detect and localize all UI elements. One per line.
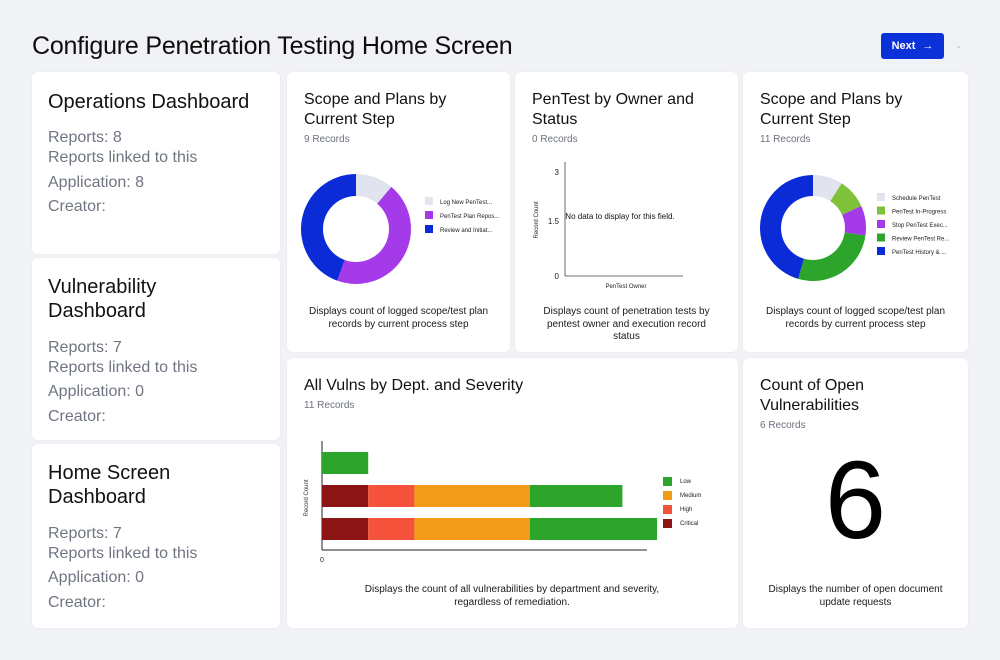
dashboard-linked: Reports linked to this (48, 545, 198, 562)
legend-label: Log New PenTest... (440, 200, 492, 206)
legend-swatch (877, 220, 885, 228)
next-button-label: Next (891, 40, 916, 52)
dashboard-creator: Creator: (48, 198, 106, 215)
dashboard-application: Application: 0 (48, 383, 145, 400)
dashboard-card-home-screen[interactable]: Home Screen Dashboard Reports: 7 Reports… (32, 444, 280, 628)
bar-segment-low[interactable] (529, 518, 658, 540)
legend-swatch (663, 519, 672, 528)
dashboard-card-vulnerability[interactable]: Vulnerability Dashboard Reports: 7 Repor… (32, 258, 280, 440)
dashboard-title: Operations Dashboard (48, 91, 250, 113)
y-axis-label: Record Count (534, 201, 540, 238)
legend-swatch (663, 505, 672, 514)
donut-slice[interactable] (798, 232, 866, 281)
legend-swatch (877, 206, 885, 215)
dashboard-reports: Reports: 7 (48, 525, 122, 542)
legend-label: Review and Initiat... (440, 228, 493, 234)
empty-bar-chart: 3 1.5 0 Record Count PenTest Owner No da… (534, 162, 683, 290)
legend-label: PenTest History & ... (892, 250, 947, 256)
bar-segment-medium[interactable] (414, 485, 530, 507)
chevron-down-icon[interactable]: ⌄ (955, 40, 963, 50)
widget-scope-plans[interactable]: Scope and Plans by Current Step 9 Record… (287, 72, 510, 352)
legend-label: Review PenTest Re... (892, 237, 950, 243)
stacked-bar-chart: 0 Record Count Low Medium High Critical (304, 441, 701, 564)
legend-label: PenTest In-Progress (892, 210, 946, 216)
y-tick-label: 3 (555, 168, 560, 177)
y-axis-label: Record Count (304, 479, 310, 516)
donut-slice[interactable] (760, 175, 813, 279)
y-tick-label: 1.5 (548, 217, 560, 226)
donut-slice[interactable] (830, 183, 862, 215)
widget-title: PenTest by Owner and Status (532, 91, 694, 128)
legend-swatch (877, 233, 885, 242)
legend-label: Critical (680, 521, 698, 527)
widget-description: Displays the number of open document upd… (768, 584, 943, 608)
legend-swatch (663, 491, 672, 500)
widget-record-count: 0 Records (532, 134, 578, 145)
widget-all-vulns[interactable]: All Vulns by Dept. and Severity 11 Recor… (287, 358, 738, 628)
donut-chart: Log New PenTest... PenTest Plan Repos... R… (301, 174, 500, 284)
bar-segment-low[interactable] (529, 485, 623, 507)
bar-segment-high[interactable] (368, 485, 415, 507)
legend-label: PenTest Plan Repos... (440, 214, 500, 220)
donut-slice[interactable] (301, 174, 356, 281)
dashboard-reports: Reports: 7 (48, 339, 122, 356)
no-data-message: No data to display for this field. (565, 212, 674, 221)
legend-swatch (663, 477, 672, 486)
legend-label: High (680, 507, 692, 513)
bar-segment-low[interactable] (322, 452, 369, 474)
dashboard-title: Vulnerability Dashboard (48, 276, 157, 322)
donut-slice[interactable] (356, 174, 392, 204)
dashboard-title: Home Screen Dashboard (48, 462, 171, 508)
legend-label: Stop PenTest Exec... (892, 223, 948, 229)
legend-swatch (877, 193, 885, 201)
widget-description: Displays count of penetration tests by p… (543, 306, 710, 342)
widget-record-count: 11 Records (304, 400, 355, 411)
widget-title: Count of Open Vulnerabilities (760, 377, 865, 414)
donut-slice[interactable] (813, 175, 842, 202)
widget-title: All Vulns by Dept. and Severity (304, 377, 524, 394)
widget-scope-plans-2[interactable]: Scope and Plans by Current Step 11 Recor… (743, 72, 968, 352)
open-vulns-count: 6 (824, 439, 887, 562)
legend-swatch (425, 225, 433, 233)
donut-slice[interactable] (842, 205, 866, 236)
x-tick-label: 0 (320, 557, 324, 564)
bar-segment-high[interactable] (368, 518, 415, 540)
bar-segment-critical[interactable] (322, 518, 369, 540)
legend-label: Medium (680, 493, 701, 499)
widget-description: Displays count of logged scope/test plan… (766, 306, 945, 330)
widget-description: Displays count of logged scope/test plan… (309, 306, 488, 330)
bar-segment-critical[interactable] (322, 485, 369, 507)
dashboard-application: Application: 8 (48, 174, 145, 191)
widget-record-count: 11 Records (760, 134, 811, 145)
page-title: Configure Penetration Testing Home Scree… (32, 32, 513, 60)
bar-segment-medium[interactable] (414, 518, 530, 540)
donut-chart: Schedule PenTest PenTest In-Progress Stop … (760, 175, 950, 281)
next-button[interactable]: Next → (881, 33, 944, 59)
dashboard-reports: Reports: 8 (48, 129, 122, 146)
dashboard-linked: Reports linked to this (48, 359, 198, 376)
widget-pentest-owner[interactable]: PenTest by Owner and Status 0 Records 3 … (515, 72, 738, 352)
dashboard-linked: Reports linked to this (48, 149, 198, 166)
widget-record-count: 9 Records (304, 134, 350, 145)
dashboard-creator: Creator: (48, 408, 106, 425)
widget-open-vulns[interactable]: Count of Open Vulnerabilities 6 Records … (743, 358, 968, 628)
widget-title: Scope and Plans by Current Step (760, 91, 903, 128)
legend-label: Schedule PenTest (892, 196, 941, 202)
dashboard-card-operations[interactable]: Operations Dashboard Reports: 8 Reports … (32, 72, 280, 254)
dashboard-creator: Creator: (48, 594, 106, 611)
y-tick-label: 0 (555, 272, 560, 281)
widget-title: Scope and Plans by Current Step (304, 91, 447, 128)
arrow-right-icon: → (922, 40, 934, 52)
legend-label: Low (680, 479, 692, 485)
widget-record-count: 6 Records (760, 420, 806, 431)
donut-slice[interactable] (337, 186, 411, 284)
x-axis-label: PenTest Owner (605, 284, 646, 290)
legend-swatch (425, 211, 433, 219)
legend-swatch (425, 197, 433, 205)
dashboard-application: Application: 0 (48, 569, 145, 586)
widget-description: Displays the count of all vulnerabilitie… (364, 584, 660, 608)
legend-swatch (877, 247, 885, 255)
